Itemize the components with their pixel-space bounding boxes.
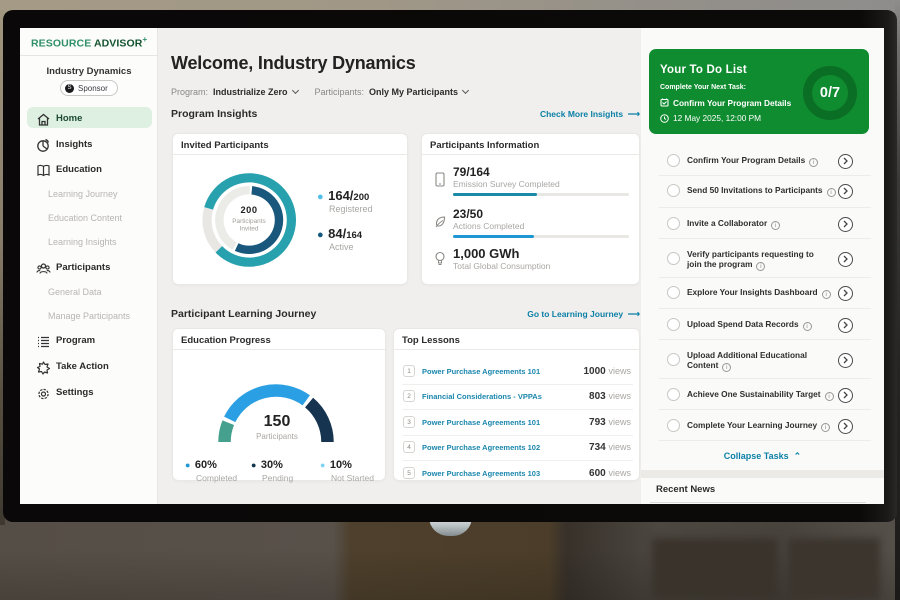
svg-text:200: 200 bbox=[240, 205, 257, 215]
svg-text:Participants: Participants bbox=[232, 218, 265, 225]
svg-text:Invited: Invited bbox=[240, 226, 259, 233]
